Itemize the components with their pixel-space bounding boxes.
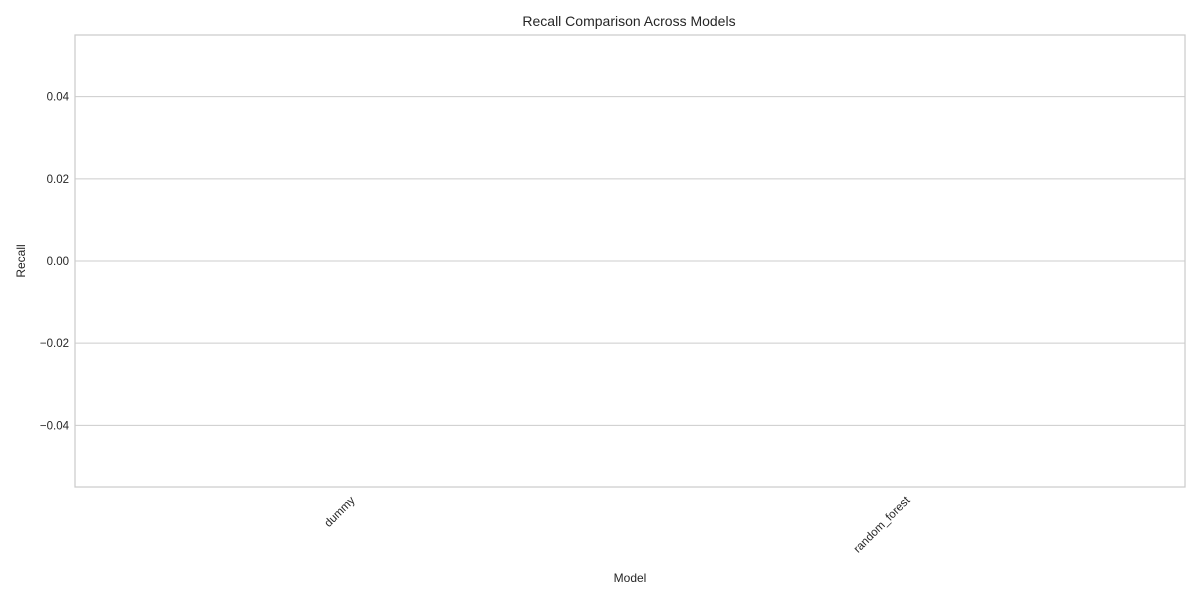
x-axis-label: Model	[614, 571, 647, 585]
x-tick-label-dummy: dummy	[322, 494, 357, 529]
y-tick-labels: 0.04 0.02 0.00 −0.02 −0.04	[40, 92, 70, 433]
x-tick-labels: dummy random_forest	[322, 494, 913, 555]
y-tick-label: −0.02	[40, 338, 69, 350]
chart-title: Recall Comparison Across Models	[522, 13, 735, 29]
y-axis-label: Recall	[14, 244, 28, 277]
x-tick-label-random-forest: random_forest	[852, 494, 913, 555]
y-tick-label: 0.04	[47, 92, 70, 104]
y-tick-label: −0.04	[40, 420, 70, 432]
y-tick-label: 0.00	[47, 256, 69, 268]
y-tick-label: 0.02	[47, 174, 69, 186]
grid-lines	[75, 96, 1185, 426]
